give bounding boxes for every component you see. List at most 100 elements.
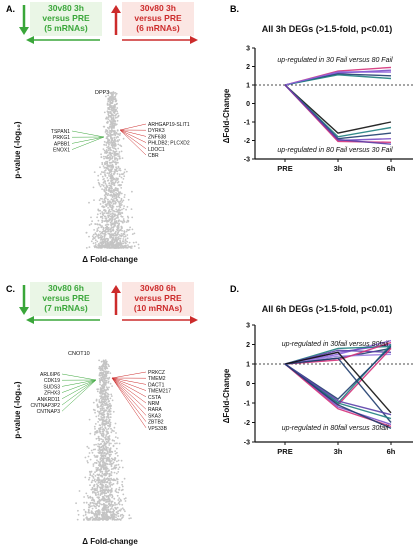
volcano-point [110, 95, 113, 98]
volcano-point [114, 92, 117, 94]
volcano-point [89, 518, 91, 520]
volcano-point [102, 503, 105, 506]
volcano-point [104, 505, 106, 508]
volcano-point [93, 483, 96, 486]
volcano-point [105, 389, 108, 391]
volcano-point [112, 410, 115, 413]
volcano-point [100, 413, 103, 416]
volcano-point [113, 426, 116, 429]
volcano-point [117, 217, 119, 219]
volcano-point [103, 448, 106, 451]
volcano-point [114, 115, 117, 117]
volcano-point [112, 479, 115, 482]
volcano-point [104, 488, 106, 490]
volcano-point [105, 225, 108, 228]
volcano-point [90, 481, 93, 484]
volcano-point [96, 388, 99, 391]
volcano-point [114, 197, 117, 200]
volcano-point [102, 359, 105, 362]
right-box-line3: (10 mRNAs) [134, 303, 182, 313]
volcano-point [112, 106, 115, 109]
volcano-point [93, 199, 95, 202]
volcano-point [114, 132, 117, 135]
volcano-point [107, 190, 110, 192]
volcano-point [108, 184, 111, 187]
volcano-point [113, 215, 116, 218]
volcano-point [104, 423, 107, 426]
volcano-point [121, 181, 124, 184]
series-line [284, 357, 392, 423]
volcano-point [100, 493, 102, 495]
volcano-point [87, 455, 90, 458]
volcano-point [91, 487, 94, 490]
volcano-point [120, 145, 123, 148]
volcano-point [77, 509, 79, 512]
volcano-point [91, 516, 94, 519]
volcano-point [119, 212, 122, 215]
volcano-point [105, 460, 108, 462]
volcano-point [106, 392, 109, 395]
volcano-point [94, 236, 97, 238]
volcano-point [97, 443, 100, 445]
volcano-point [113, 147, 115, 150]
volcano-point [105, 381, 108, 384]
volcano-point [95, 415, 98, 418]
volcano-point [103, 155, 105, 158]
volcano-point [105, 500, 108, 503]
volcano-point [113, 471, 116, 474]
volcano-point [103, 481, 106, 484]
volcano-point [111, 181, 114, 184]
volcano-point [108, 143, 110, 146]
volcano-point [110, 187, 112, 190]
volcano-point [107, 403, 109, 406]
volcano-point [115, 230, 117, 233]
volcano-point [101, 198, 103, 200]
volcano-point [120, 225, 123, 228]
volcano-point [93, 444, 96, 446]
gene-leader-line [61, 379, 97, 406]
volcano-point [115, 246, 118, 249]
volcano-point [120, 459, 123, 462]
volcano-point [97, 236, 100, 239]
volcano-point [105, 372, 108, 375]
volcano-point [120, 192, 123, 195]
gene-label: CBR [148, 153, 159, 159]
volcano-point [106, 135, 109, 138]
volcano-point [108, 141, 110, 144]
volcano-point [115, 472, 118, 475]
volcano-point [94, 448, 96, 451]
volcano-point [106, 241, 109, 244]
volcano-point [78, 490, 81, 492]
volcano-point [111, 144, 113, 147]
volcano-point [104, 442, 107, 445]
volcano-point [102, 465, 105, 468]
annotation-bottom: up-regulated in 80fail versus 30fail [282, 425, 389, 432]
volcano-point [116, 159, 119, 162]
volcano-point [105, 436, 107, 438]
volcano-point [104, 155, 107, 158]
plot-area: -3 -2 -1 0 1 2 3 PRE 3h 6h [244, 323, 413, 456]
volcano-point [104, 226, 107, 229]
top-gene-label: DPP3 [95, 90, 109, 96]
volcano-point [107, 126, 109, 129]
volcano-point [103, 410, 106, 412]
volcano-point [114, 224, 116, 227]
volcano-point [102, 446, 105, 448]
volcano-point [107, 154, 110, 157]
volcano-point [91, 479, 94, 482]
volcano-point [131, 233, 134, 236]
volcano-point [116, 215, 119, 218]
volcano-point [100, 216, 102, 219]
volcano-point [114, 490, 117, 492]
gene-leader-line [111, 377, 147, 385]
gene-label: ANKRD11 [37, 397, 60, 403]
volcano-point [105, 186, 108, 188]
volcano-point [103, 149, 106, 152]
volcano-point [101, 369, 104, 372]
volcano-point [118, 194, 121, 196]
volcano-point [102, 165, 105, 168]
volcano-point [95, 246, 98, 249]
volcano-point [105, 515, 108, 518]
volcano-point [110, 198, 113, 201]
gene-leader-line [61, 379, 97, 387]
